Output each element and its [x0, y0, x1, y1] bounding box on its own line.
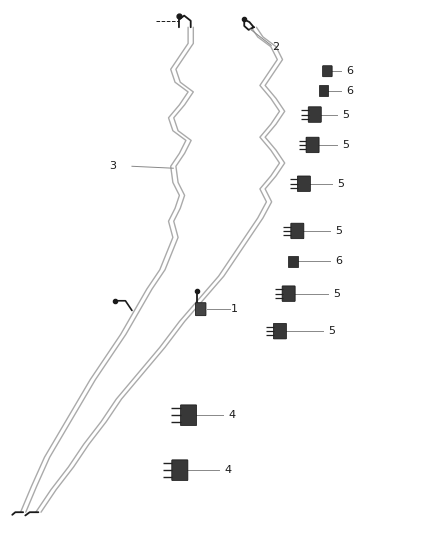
Text: 5: 5 — [333, 289, 340, 298]
FancyBboxPatch shape — [308, 107, 321, 122]
FancyBboxPatch shape — [322, 66, 332, 77]
Text: 5: 5 — [328, 326, 336, 336]
FancyBboxPatch shape — [297, 176, 311, 191]
FancyBboxPatch shape — [291, 223, 304, 239]
Text: 1: 1 — [231, 303, 238, 313]
Text: 6: 6 — [335, 256, 342, 266]
Bar — [288, 256, 298, 266]
FancyBboxPatch shape — [282, 286, 295, 302]
FancyBboxPatch shape — [172, 460, 188, 481]
Text: 6: 6 — [346, 86, 353, 95]
FancyBboxPatch shape — [180, 405, 197, 425]
Text: 5: 5 — [342, 110, 349, 119]
Text: 2: 2 — [272, 42, 279, 52]
Text: 4: 4 — [229, 410, 236, 420]
Text: 6: 6 — [346, 66, 353, 76]
Bar — [319, 85, 328, 96]
Text: 5: 5 — [342, 140, 349, 150]
Text: 4: 4 — [224, 465, 231, 475]
Text: 3: 3 — [109, 161, 116, 171]
Text: 5: 5 — [337, 179, 344, 189]
Text: 5: 5 — [335, 226, 342, 236]
FancyBboxPatch shape — [195, 303, 206, 316]
FancyBboxPatch shape — [273, 324, 286, 339]
FancyBboxPatch shape — [306, 137, 319, 152]
